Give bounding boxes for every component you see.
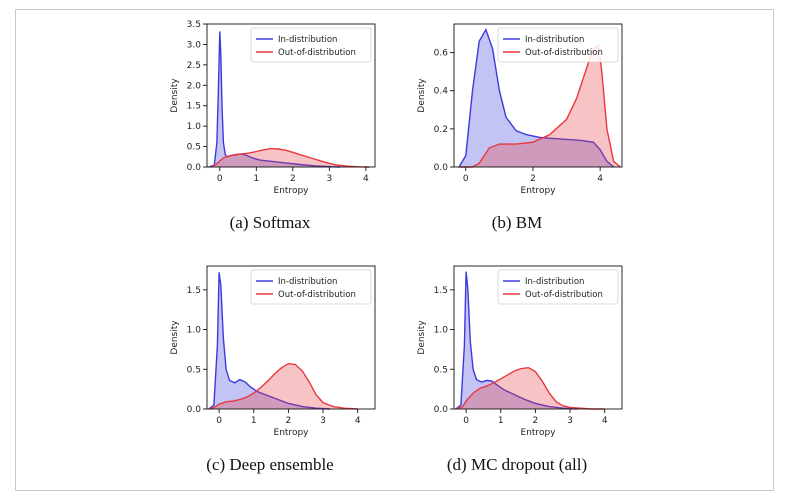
legend-box: [497, 27, 619, 63]
y-tick-label: 0.6: [434, 49, 449, 59]
area-in-distribution: [208, 31, 341, 168]
caption-deep-ensemble: (c) Deep ensemble: [206, 455, 334, 474]
plot-softmax: 0 1 2 3 4 0.0 0.5 1.0 1.5 2.0 2.5 3.0 3.5 Entropy Dens…: [155, 18, 385, 198]
y-tick-label: 0.5: [187, 143, 201, 153]
plot-deep-ensemble: 0 1 2 3 4 0.0 0.5 1.0 1.5 Entropy Density In-distri…: [155, 260, 385, 440]
x-tick-label: 4: [602, 416, 608, 426]
area-in-distribution: [459, 29, 614, 168]
legend-label: In-distribution: [525, 35, 584, 45]
x-tick-label: 0: [463, 416, 469, 426]
legend-label: In-distribution: [278, 277, 337, 287]
area-out-of-distribution: [455, 367, 605, 409]
x-tick-label: 2: [533, 416, 539, 426]
area-out-of-distribution: [459, 45, 621, 167]
x-axis-label: Entropy: [521, 428, 557, 438]
y-tick-label: 0.5: [187, 365, 201, 375]
chart-deep-ensemble: 0 1 2 3 4 0.0 0.5 1.0 1.5 Entropy Density In-distri…: [170, 265, 376, 438]
line-out-of-distribution: [210, 147, 370, 168]
x-tick-label: 0: [217, 174, 223, 184]
x-tick-label: 0: [463, 174, 469, 184]
legend-box: [250, 269, 372, 305]
line-out-of-distribution: [459, 43, 621, 168]
y-tick-label: 2.5: [187, 61, 201, 71]
y-tick-label: 1.0: [187, 122, 202, 132]
legend-label: Out-of-distribution: [278, 290, 356, 300]
y-tick-label: 1.0: [434, 326, 449, 336]
y-tick-label: 0.0: [434, 405, 449, 415]
line-out-of-distribution: [455, 366, 605, 410]
y-tick-label: 2.0: [187, 81, 202, 91]
caption-mc-dropout: (d) MC dropout (all): [446, 455, 588, 474]
chart-softmax: 0 1 2 3 4 0.0 0.5 1.0 1.5 2.0 2.5 3.0 3.5 Entropy Dens…: [170, 20, 376, 196]
legend-label: Out-of-distribution: [278, 48, 356, 58]
axes-frame: [453, 23, 623, 168]
legend-label: Out-of-distribution: [525, 48, 603, 58]
x-tick-label: 4: [597, 174, 603, 184]
x-tick-label: 1: [253, 174, 259, 184]
area-in-distribution: [455, 271, 577, 409]
axes-frame: [453, 265, 623, 410]
x-tick-label: 4: [363, 174, 369, 184]
y-axis-label: Density: [417, 78, 427, 113]
y-axis-label: Density: [417, 320, 427, 355]
x-tick-label: 1: [251, 416, 257, 426]
y-tick-label: 1.5: [187, 102, 201, 112]
x-axis-label: Entropy: [274, 186, 310, 196]
legend-box: [250, 27, 372, 63]
axes-frame: [206, 23, 376, 168]
y-tick-label: 1.5: [434, 286, 448, 296]
legend-label: In-distribution: [278, 35, 337, 45]
y-tick-label: 1.5: [187, 286, 201, 296]
y-tick-label: 0.2: [434, 125, 448, 135]
x-tick-label: 2: [286, 416, 292, 426]
y-tick-label: 0.0: [187, 405, 202, 415]
y-axis-label: Density: [170, 320, 180, 355]
y-tick-label: 0.4: [434, 87, 449, 97]
legend-box: [497, 269, 619, 305]
line-in-distribution: [208, 272, 331, 410]
figure-frame: [15, 9, 774, 491]
x-axis-label: Entropy: [274, 428, 310, 438]
line-in-distribution: [455, 271, 578, 410]
y-axis-label: Density: [170, 78, 180, 113]
y-tick-label: 0.0: [187, 163, 202, 173]
y-tick-label: 0.5: [434, 365, 448, 375]
y-tick-label: 3.0: [187, 40, 202, 50]
plot-mc-dropout: 0 1 2 3 4 0.0 0.5 1.0 1.5 Entropy Density In-distri…: [402, 260, 632, 440]
x-tick-label: 3: [567, 416, 573, 426]
y-tick-label: 3.5: [187, 20, 201, 30]
legend-label: In-distribution: [525, 277, 584, 287]
plot-bm: 0 2 4 0.0 0.2 0.4 0.6 Entropy Density In-distribu…: [402, 18, 632, 198]
legend-label: Out-of-distribution: [525, 290, 603, 300]
line-in-distribution: [458, 28, 615, 168]
x-tick-label: 1: [498, 416, 504, 426]
x-tick-label: 2: [530, 174, 536, 184]
caption-bm: (b) BM: [491, 213, 543, 232]
chart-bm: 0 2 4 0.0 0.2 0.4 0.6 Entropy Density In-distribu…: [417, 23, 623, 196]
line-out-of-distribution: [208, 362, 358, 410]
axes-frame: [206, 265, 376, 410]
y-tick-label: 0.0: [434, 163, 449, 173]
x-tick-label: 3: [320, 416, 326, 426]
caption-softmax: (a) Softmax: [229, 213, 311, 232]
y-tick-label: 1.0: [187, 326, 202, 336]
x-tick-label: 0: [216, 416, 222, 426]
chart-mc-dropout: 0 1 2 3 4 0.0 0.5 1.0 1.5 Entropy Density In-distri…: [417, 265, 623, 438]
x-tick-label: 2: [290, 174, 296, 184]
x-axis-label: Entropy: [521, 186, 557, 196]
x-tick-label: 4: [355, 416, 361, 426]
x-tick-label: 3: [326, 174, 332, 184]
